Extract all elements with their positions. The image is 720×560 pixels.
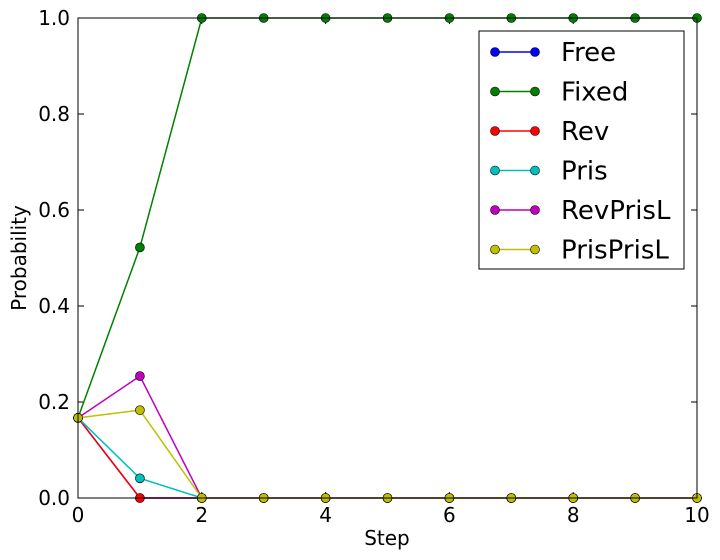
legend-marker: [530, 165, 540, 176]
x-tick-label: 0: [72, 503, 85, 527]
legend-label: PrisPrisL: [561, 236, 669, 266]
x-axis-label: Step: [364, 526, 410, 550]
legend-marker: [530, 205, 540, 215]
legend-marker: [530, 126, 540, 136]
legend-label: Fixed: [561, 78, 628, 108]
plot-frame: [77, 17, 698, 499]
y-tick-label: 0.2: [38, 390, 70, 414]
legend-marker: [530, 244, 540, 255]
data-point: [135, 473, 145, 484]
legend-item: Fixed: [490, 78, 628, 108]
data-point: [135, 371, 145, 381]
legend-marker: [490, 86, 500, 97]
legend-item: Pris: [490, 157, 608, 187]
x-tick-label: 8: [567, 503, 580, 527]
legend-marker: [530, 47, 540, 57]
legend-label: RevPrisL: [561, 196, 671, 226]
y-tick-label: 0.4: [38, 294, 70, 318]
legend-marker: [530, 86, 540, 97]
legend-marker: [490, 165, 500, 176]
data-point: [135, 405, 145, 415]
x-tick-label: 4: [319, 503, 332, 527]
ticks-layer: 0 2 4 6 8 10 0.0 0.2 0.4 0.6 0.8 1.0: [38, 6, 710, 527]
legend-item: Rev: [490, 117, 609, 147]
x-tick-label: 2: [195, 503, 208, 527]
x-tick-label: 10: [684, 503, 709, 527]
legend-frame: [478, 30, 685, 270]
legend-item: Free: [490, 38, 616, 68]
legend-marker: [490, 244, 500, 255]
legend: Free Fixed Rev Pris RevPrisL PrisPrisL: [478, 30, 685, 270]
y-tick-label: 1.0: [38, 6, 70, 30]
legend-marker: [490, 126, 500, 136]
y-tick-label: 0.0: [38, 486, 70, 510]
x-tick-label: 6: [443, 503, 456, 527]
legend-label: Rev: [561, 117, 609, 147]
y-tick-label: 0.8: [38, 102, 70, 126]
data-point: [135, 242, 145, 253]
legend-item: PrisPrisL: [490, 236, 669, 266]
legend-label: Pris: [561, 157, 608, 187]
y-tick-label: 0.6: [38, 198, 70, 222]
legend-marker: [490, 205, 500, 215]
legend-item: RevPrisL: [490, 196, 671, 226]
legend-marker: [490, 47, 500, 57]
y-axis-label: Probability: [7, 205, 31, 311]
legend-label: Free: [561, 38, 616, 68]
